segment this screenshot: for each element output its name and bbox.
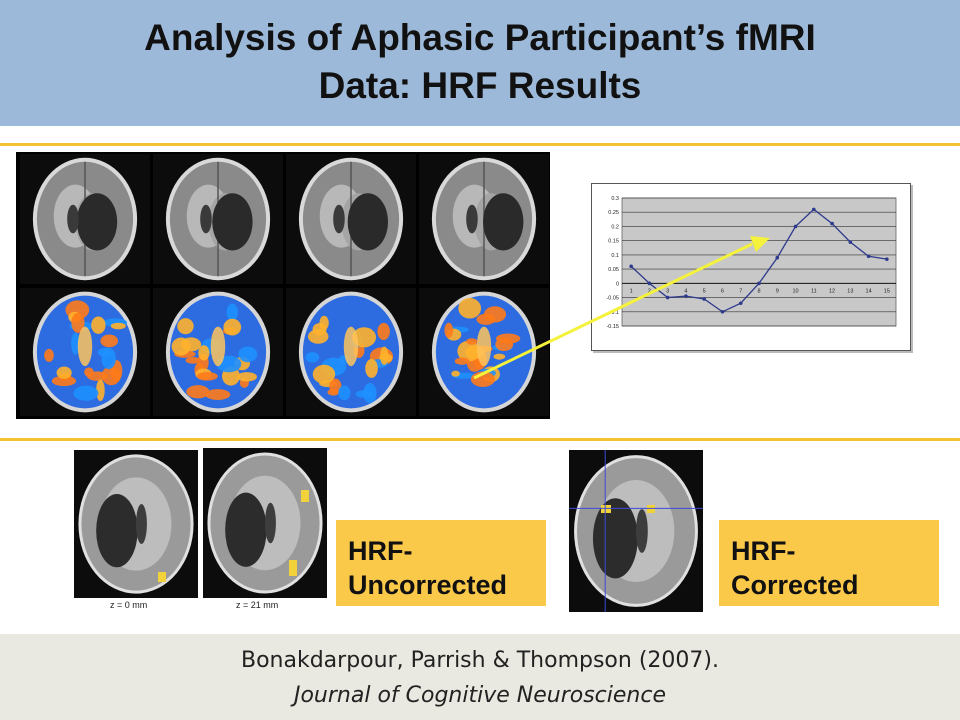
scan-panel [16, 152, 550, 419]
hrf-x-tick-4: 4 [684, 288, 687, 294]
hrf-y-tick-2: 0.25 [608, 210, 619, 216]
hrf-x-tick-2: 2 [648, 288, 651, 294]
grayscale-scan-4 [419, 154, 549, 284]
title-band [0, 0, 960, 126]
hrf-point-6 [720, 309, 725, 314]
hrf-y-tick-10: -0.15 [606, 324, 619, 330]
hrf-point-14 [866, 254, 871, 259]
uncorrected-label: HRF- Uncorrected [348, 536, 508, 600]
uncorrected-slice-2-lesion [225, 492, 267, 567]
accent-rule-top [0, 143, 960, 146]
corrected-label-box: HRF- Corrected [719, 520, 939, 606]
grayscale-scan-2 [153, 154, 283, 284]
hrf-point-4 [684, 294, 688, 298]
hrf-point-12 [830, 221, 834, 226]
grayscale-scan-1 [20, 154, 150, 284]
grayscale-scan-3 [286, 154, 416, 284]
corrected-slice-lesion [592, 498, 638, 579]
hrf-y-tick-9: -0.1 [610, 310, 619, 316]
uncorrected-slice-1-activation-1 [158, 572, 166, 582]
hrf-x-tick-8: 8 [757, 288, 760, 294]
hrf-x-tick-11: 11 [811, 288, 817, 294]
hrf-y-tick-3: 0.2 [611, 224, 619, 230]
corrected-slice-activation-2 [647, 505, 655, 513]
hrf-point-2 [647, 281, 652, 286]
hrf-x-tick-6: 6 [721, 288, 724, 294]
activation-scan-3 [286, 288, 416, 416]
hrf-point-10 [793, 224, 798, 229]
accent-rule-bottom [0, 438, 960, 441]
slide-title: Analysis of Aphasic Participant’s fMRI D… [0, 14, 960, 110]
uncorrected-slice-2-activation-2 [289, 560, 297, 576]
corrected-slice [569, 450, 703, 612]
grayscale-scan-2-lesion [212, 193, 253, 251]
hrf-y-tick-7: 0 [616, 281, 619, 287]
uncorrected-slice-1-lesion [96, 494, 138, 568]
grayscale-scan-4-lesion [483, 193, 524, 251]
uncorrected-slice-2-image [203, 448, 327, 598]
hrf-point-1 [629, 264, 633, 269]
slice-label-1: z = 0 mm [110, 600, 148, 610]
hrf-x-tick-9: 9 [776, 288, 779, 294]
hrf-x-tick-3: 3 [666, 288, 669, 294]
hrf-x-tick-15: 15 [884, 288, 890, 294]
hrf-chart-svg: 0.30.250.20.150.10.050-0.05-0.1-0.151 2 3 4… [606, 196, 897, 330]
corrected-label: HRF- Corrected [731, 536, 859, 600]
activation-scan-4 [419, 288, 549, 416]
hrf-y-tick-1: 0.3 [611, 196, 619, 202]
hrf-x-tick-10: 10 [792, 288, 798, 294]
hrf-y-tick-6: 0.05 [608, 267, 619, 273]
title-line-2: Data: HRF Results [318, 65, 642, 106]
hrf-x-tick-5: 5 [703, 288, 706, 294]
citation-authors: Bonakdarpour, Parrish & Thompson (2007). [241, 648, 719, 673]
hrf-x-tick-12: 12 [829, 288, 835, 294]
hrf-y-tick-8: -0.05 [606, 296, 619, 302]
hrf-point-3 [665, 295, 670, 300]
hrf-point-11 [812, 207, 816, 212]
hrf-point-7 [738, 301, 743, 306]
slice-label-2: z = 21 mm [236, 600, 279, 610]
uncorrected-label-box: HRF- Uncorrected [336, 520, 546, 606]
grayscale-scan-3-lesion [347, 193, 389, 251]
activation-scan-2 [153, 288, 283, 416]
citation-journal: Journal of Cognitive Neuroscience [293, 683, 666, 708]
hrf-x-tick-7: 7 [739, 288, 742, 294]
corrected-slice-activation-1 [601, 505, 611, 513]
hrf-point-13 [848, 240, 853, 244]
hrf-point-15 [885, 257, 889, 261]
uncorrected-slice-2-activation-1 [301, 490, 309, 502]
hrf-x-tick-1: 1 [630, 288, 633, 294]
uncorrected-slice-1-image [74, 450, 198, 598]
hrf-chart: 0.3 0.25 0.2 0.15 0.1 0.05 0 -0.05 -0.1 -0.15 1 2 3 4… [591, 183, 911, 351]
hrf-x-tick-13: 13 [847, 288, 853, 294]
uncorrected-slice-1 [74, 450, 198, 598]
hrf-point-9 [775, 255, 780, 260]
corrected-slice-image [569, 450, 703, 612]
hrf-point-5 [702, 297, 706, 301]
hrf-y-tick-5: 0.1 [611, 253, 619, 259]
hrf-point-8 [757, 281, 761, 286]
hrf-plot-area [621, 197, 897, 327]
hrf-x-tick-14: 14 [866, 288, 872, 294]
activation-scan-1 [20, 288, 150, 416]
title-line-1: Analysis of Aphasic Participant’s fMRI [144, 17, 816, 58]
footer-band [0, 634, 960, 720]
uncorrected-slice-2 [203, 448, 327, 598]
grayscale-scan-1-lesion [76, 193, 118, 251]
hrf-y-tick-4: 0.15 [608, 239, 619, 245]
